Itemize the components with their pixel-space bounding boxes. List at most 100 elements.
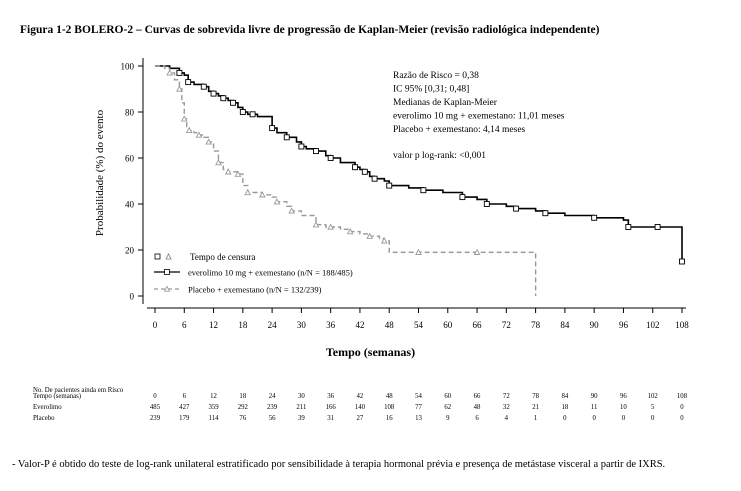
- risk-cell: 32: [503, 404, 510, 411]
- x-tick-label: 102: [646, 320, 660, 330]
- x-tick-label: 12: [209, 320, 218, 330]
- x-tick-label: 6: [182, 320, 187, 330]
- risk-cell: 6: [475, 415, 479, 422]
- censor-mark-everolimo: [513, 205, 520, 212]
- risk-row-label: Everolimo: [33, 404, 62, 411]
- risk-cell: 60: [444, 393, 451, 400]
- risk-cell: 5: [651, 404, 655, 411]
- stats-line: valor p log-rank: <0,001: [393, 151, 486, 161]
- chart-legend: Tempo de censura everolimo 10 mg + exemes…: [154, 252, 353, 295]
- risk-cell: 359: [208, 404, 219, 411]
- figure-title: Figura 1-2 BOLERO-2 – Curvas de sobrevid…: [20, 24, 600, 36]
- risk-cell: 239: [267, 404, 278, 411]
- censor-mark-everolimo: [176, 69, 183, 76]
- risk-row-label: Tempo (semanas): [33, 393, 81, 400]
- risk-cell: 13: [415, 415, 422, 422]
- censor-mark-placebo: [415, 248, 422, 255]
- risk-cell: 48: [386, 393, 393, 400]
- stats-line: Razão de Risco = 0,38: [393, 71, 479, 81]
- censor-mark-placebo: [473, 248, 481, 255]
- censor-mark-placebo: [234, 170, 242, 177]
- censor-mark-placebo: [288, 207, 295, 214]
- risk-cell: 39: [298, 415, 305, 422]
- censor-mark-everolimo: [283, 134, 290, 141]
- censor-mark-everolimo: [200, 83, 207, 90]
- censor-mark-everolimo: [386, 182, 393, 189]
- series-line-0: [155, 65, 683, 262]
- risk-cell: 239: [150, 415, 161, 422]
- censor-mark-everolimo: [352, 164, 359, 171]
- risk-cell: 12: [210, 393, 217, 400]
- censor-mark-placebo: [185, 126, 193, 134]
- risk-cell: 0: [153, 393, 157, 400]
- censor-mark-everolimo: [298, 143, 305, 150]
- chart-axes: 0 6 12 18 24 30 36 42 48 54 60 66 72 78 84 90 96 102 108 0 2…: [94, 58, 689, 359]
- risk-cell: 78: [532, 393, 539, 400]
- risk-cell: 108: [384, 404, 395, 411]
- risk-cell: 114: [209, 415, 220, 422]
- x-tick-label: 96: [619, 320, 629, 330]
- risk-cell: 76: [239, 415, 246, 422]
- censor-mark-placebo: [205, 138, 213, 145]
- censor-mark-everolimo: [591, 214, 598, 221]
- x-tick-label: 60: [443, 320, 453, 330]
- risk-cell: 140: [355, 404, 366, 411]
- censor-mark-placebo: [244, 188, 252, 196]
- censor-mark-everolimo: [269, 125, 276, 132]
- risk-cell: 30: [298, 393, 305, 400]
- stats-line: IC 95% [0,31; 0,48]: [393, 85, 469, 95]
- x-tick-label: 90: [590, 320, 600, 330]
- y-tick-label: 80: [125, 108, 135, 118]
- legend-marker-placebo: [163, 285, 171, 292]
- risk-cell: 0: [680, 404, 684, 411]
- risk-cell: 0: [622, 415, 626, 422]
- risk-cell: 292: [238, 404, 249, 411]
- censor-mark-everolimo: [185, 79, 192, 86]
- risk-cell: 0: [592, 415, 596, 422]
- censor-mark-placebo: [195, 131, 203, 138]
- x-tick-label: 108: [675, 320, 689, 330]
- x-axis-label: Tempo (semanas): [326, 345, 415, 359]
- risk-cell: 96: [620, 393, 627, 400]
- risk-cell: 16: [386, 415, 393, 422]
- censor-mark-placebo: [312, 221, 320, 228]
- risk-cell: 84: [561, 393, 568, 400]
- censor-mark-everolimo: [210, 90, 217, 97]
- risk-cell: 0: [651, 415, 655, 422]
- risk-cell: 211: [296, 404, 306, 411]
- censor-mark-everolimo: [371, 175, 378, 182]
- risk-cell: 42: [357, 393, 364, 400]
- risk-cell: 18: [239, 393, 246, 400]
- risk-cell: 90: [591, 393, 598, 400]
- censor-mark-placebo: [327, 223, 335, 230]
- x-tick-label: 30: [297, 320, 307, 330]
- x-tick-label: 72: [502, 320, 511, 330]
- censor-mark-placebo: [273, 198, 281, 205]
- risk-cell: 1: [534, 415, 537, 422]
- censor-mark-everolimo: [249, 111, 256, 118]
- y-tick-label: 20: [125, 246, 135, 256]
- risk-cell: 6: [183, 393, 187, 400]
- y-tick-label: 0: [130, 292, 135, 302]
- y-tick-label: 40: [125, 200, 135, 210]
- risk-cell: 27: [357, 415, 364, 422]
- risk-cell: 11: [591, 404, 598, 411]
- risk-cell: 179: [179, 415, 190, 422]
- risk-cell: 0: [680, 415, 684, 422]
- x-tick-label: 66: [473, 320, 483, 330]
- legend-censor-triangle: [165, 253, 172, 260]
- censor-mark-everolimo: [361, 168, 368, 175]
- stats-line: Placebo + exemestano: 4,14 meses: [393, 125, 526, 135]
- stats-line: Medianas de Kaplan-Meier: [393, 98, 498, 108]
- censor-mark-placebo: [224, 168, 232, 175]
- km-chart: 0 6 12 18 24 30 36 42 48 54 60 66 72 78 84 90 96 102 10802…: [33, 58, 689, 422]
- risk-cell: 24: [269, 393, 276, 400]
- censor-mark-placebo: [346, 228, 354, 235]
- censor-mark-everolimo: [625, 224, 632, 230]
- censor-mark-everolimo: [483, 201, 490, 207]
- risk-cell: 72: [503, 393, 510, 400]
- censor-mark-placebo: [180, 115, 188, 122]
- risk-cell: 56: [269, 415, 276, 422]
- y-tick-label: 100: [121, 62, 135, 72]
